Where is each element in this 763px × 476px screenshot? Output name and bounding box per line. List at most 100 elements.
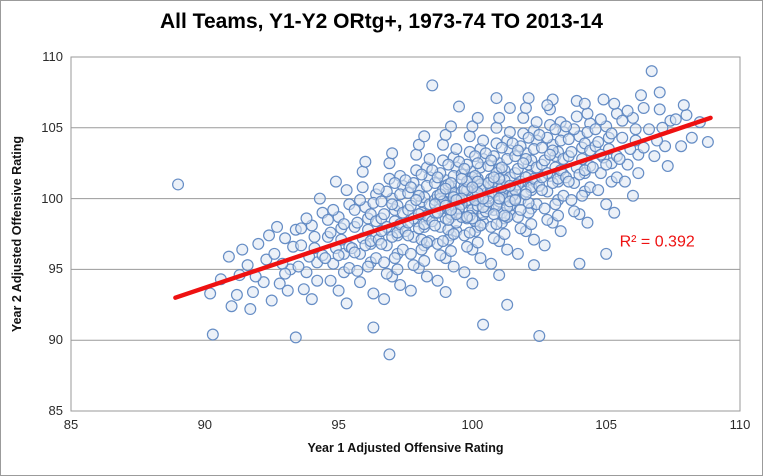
y-tick-label: 100 bbox=[41, 190, 63, 206]
scatter-point bbox=[404, 247, 417, 260]
scatter-point bbox=[295, 239, 308, 252]
scatter-point bbox=[680, 109, 693, 122]
scatter-point bbox=[410, 194, 423, 207]
scatter-point bbox=[439, 286, 452, 299]
scatter-point bbox=[570, 110, 583, 123]
scatter-point bbox=[517, 157, 530, 170]
scatter-point bbox=[388, 177, 401, 190]
scatter-point bbox=[490, 121, 503, 134]
scatter-point bbox=[645, 65, 658, 78]
scatter-point bbox=[511, 247, 524, 260]
scatter-point bbox=[629, 123, 642, 136]
scatter-point bbox=[643, 123, 656, 136]
scatter-point bbox=[511, 144, 524, 157]
scatter-point bbox=[383, 157, 396, 170]
scatter-point bbox=[230, 288, 243, 301]
scatter-point bbox=[586, 161, 599, 174]
scatter-point bbox=[458, 162, 471, 175]
scatter-point bbox=[463, 130, 476, 143]
scatter-point bbox=[490, 218, 503, 231]
scatter-point bbox=[565, 145, 578, 158]
scatter-point bbox=[362, 260, 375, 273]
scatter-point bbox=[332, 284, 345, 297]
scatter-point bbox=[549, 123, 562, 136]
scatter-point bbox=[632, 167, 645, 180]
scatter-point bbox=[597, 93, 610, 106]
scatter-point bbox=[576, 189, 589, 202]
scatter-point bbox=[327, 203, 340, 216]
scatter-point bbox=[605, 127, 618, 140]
scatter-point bbox=[466, 120, 479, 133]
x-tick-label: 95 bbox=[331, 417, 346, 432]
scatter-point bbox=[236, 243, 249, 256]
scatter-point bbox=[348, 203, 361, 216]
x-tick-label: 100 bbox=[461, 417, 484, 432]
scatter-point bbox=[439, 128, 452, 141]
scatter-point bbox=[372, 182, 385, 195]
scatter-point bbox=[455, 172, 468, 185]
scatter-point bbox=[458, 266, 471, 279]
scatter-point bbox=[327, 257, 340, 270]
scatter-point bbox=[477, 134, 490, 147]
y-tick-label: 110 bbox=[42, 49, 63, 64]
scatter-point bbox=[297, 283, 310, 296]
scatter-point bbox=[354, 194, 367, 207]
scatter-point bbox=[538, 239, 551, 252]
scatter-point bbox=[592, 184, 605, 197]
scatter-point bbox=[653, 86, 666, 99]
scatter-point bbox=[608, 97, 621, 110]
scatter-point bbox=[600, 158, 613, 171]
scatter-point bbox=[533, 329, 546, 342]
scatter-point bbox=[530, 116, 543, 129]
scatter-point bbox=[525, 218, 538, 231]
scatter-point bbox=[485, 154, 498, 167]
scatter-point bbox=[549, 198, 562, 211]
scatter-point bbox=[418, 130, 431, 143]
scatter-point bbox=[380, 267, 393, 280]
scatter-point bbox=[466, 181, 479, 194]
scatter-point bbox=[300, 212, 313, 225]
scatter-point bbox=[415, 168, 428, 181]
scatter-point bbox=[420, 236, 433, 249]
scatter-point bbox=[442, 158, 455, 171]
scatter-point bbox=[311, 274, 324, 287]
scatter-point bbox=[450, 143, 463, 156]
scatter-point bbox=[600, 247, 613, 260]
scatter-point bbox=[573, 257, 586, 270]
scatter-point bbox=[407, 259, 420, 272]
scatter-point bbox=[295, 222, 308, 235]
scatter-point bbox=[351, 264, 364, 277]
scatter-point bbox=[386, 198, 399, 211]
scatter-point bbox=[300, 266, 313, 279]
scatter-point bbox=[618, 175, 631, 188]
scatter-point bbox=[252, 237, 265, 250]
scatter-point bbox=[391, 263, 404, 276]
y-tick-label: 90 bbox=[48, 332, 63, 348]
scatter-point bbox=[498, 228, 511, 241]
scatter-point bbox=[685, 131, 698, 144]
chart-title: All Teams, Y1-Y2 ORtg+, 1973-74 TO 2013-… bbox=[160, 10, 603, 33]
scatter-point bbox=[581, 216, 594, 229]
scatter-point bbox=[206, 328, 219, 341]
scatter-point bbox=[313, 192, 326, 205]
scatter-point bbox=[332, 249, 345, 262]
scatter-point bbox=[271, 220, 284, 233]
scatter-point bbox=[244, 303, 257, 316]
scatter-point bbox=[675, 140, 688, 153]
scatter-point bbox=[501, 243, 514, 256]
scatter-point bbox=[257, 276, 270, 289]
scatter-point bbox=[447, 260, 460, 273]
scatter-point bbox=[544, 148, 557, 161]
scatter-point bbox=[324, 226, 337, 239]
scatter-point bbox=[172, 178, 185, 191]
scatter-point bbox=[503, 126, 516, 139]
scatter-point bbox=[305, 293, 318, 306]
scatter-point bbox=[522, 131, 535, 144]
scatter-point bbox=[621, 158, 634, 171]
scatter-point bbox=[418, 254, 431, 267]
scatter-point bbox=[356, 181, 369, 194]
scatter-point bbox=[289, 331, 302, 344]
scatter-point bbox=[608, 206, 621, 219]
